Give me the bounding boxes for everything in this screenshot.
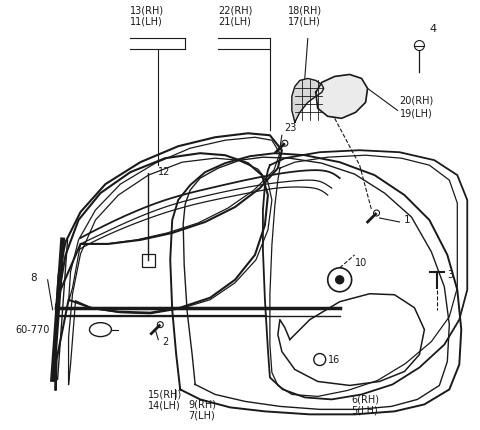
Circle shape — [336, 276, 344, 284]
Text: 2: 2 — [162, 337, 168, 347]
Text: 9(RH): 9(RH) — [188, 399, 216, 409]
Text: 14(LH): 14(LH) — [148, 400, 181, 410]
Text: 6(RH): 6(RH) — [352, 394, 380, 404]
Text: 20(RH): 20(RH) — [399, 95, 434, 105]
Text: 13(RH): 13(RH) — [131, 6, 165, 15]
Polygon shape — [292, 78, 324, 122]
Text: 5(LH): 5(LH) — [352, 405, 378, 415]
Text: 18(RH): 18(RH) — [288, 6, 322, 15]
Text: 15(RH): 15(RH) — [148, 390, 182, 399]
Text: 11(LH): 11(LH) — [131, 17, 163, 27]
Text: 8: 8 — [31, 273, 37, 283]
Text: 17(LH): 17(LH) — [288, 17, 321, 27]
Text: 3: 3 — [447, 270, 454, 280]
Text: 10: 10 — [355, 258, 367, 268]
Text: 1: 1 — [404, 215, 410, 225]
Text: 12: 12 — [158, 167, 170, 177]
Text: 7(LH): 7(LH) — [188, 410, 215, 421]
Text: 23: 23 — [284, 123, 296, 133]
Text: 16: 16 — [328, 354, 340, 365]
Text: 60-770: 60-770 — [16, 325, 50, 335]
Text: 22(RH): 22(RH) — [218, 6, 252, 15]
Text: 21(LH): 21(LH) — [218, 17, 251, 27]
Polygon shape — [316, 74, 368, 118]
Text: 19(LH): 19(LH) — [399, 108, 432, 118]
Bar — [142, 254, 155, 267]
Text: 4: 4 — [430, 24, 436, 34]
